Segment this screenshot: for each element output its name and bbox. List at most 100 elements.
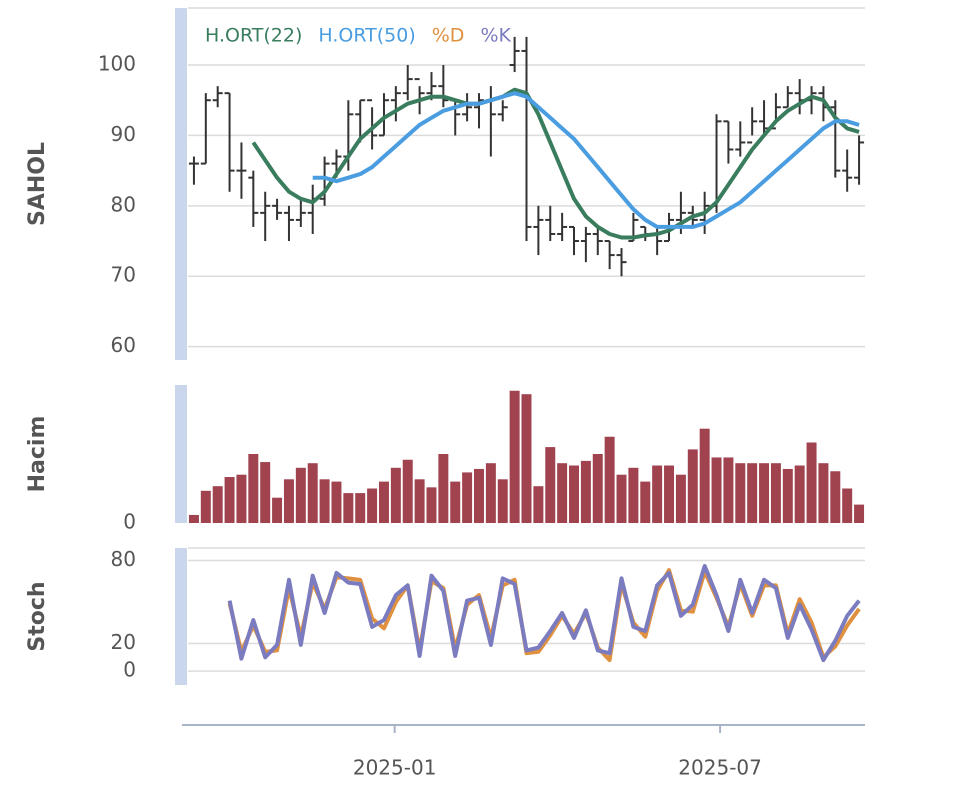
ohlc-bar bbox=[283, 205, 294, 242]
volume-bar bbox=[842, 488, 853, 523]
volume-bar bbox=[533, 486, 544, 523]
line-series bbox=[227, 564, 861, 663]
volume-bar bbox=[331, 481, 342, 523]
ohlc-bar bbox=[842, 149, 853, 192]
volume-bar bbox=[474, 468, 484, 523]
line-series bbox=[251, 87, 860, 240]
volume-bar bbox=[283, 479, 294, 523]
ohlc-bar bbox=[485, 86, 496, 157]
y-tick-label: 80 bbox=[111, 192, 136, 216]
volume-bar bbox=[319, 479, 330, 523]
ohlc-bar bbox=[747, 107, 758, 144]
ohlc-bar bbox=[355, 99, 366, 143]
volume-bar bbox=[569, 465, 579, 523]
volume-bar bbox=[747, 463, 758, 523]
volume-bar bbox=[438, 454, 449, 523]
volume-bar bbox=[818, 463, 829, 523]
y-tick-label: 80 bbox=[111, 547, 136, 571]
ohlc-bar bbox=[260, 191, 271, 242]
ohlc-bar bbox=[212, 86, 223, 108]
ohlc-bar bbox=[272, 198, 283, 220]
ohlc-bar bbox=[319, 156, 330, 206]
volume-bar bbox=[723, 457, 734, 523]
volume-bar bbox=[782, 468, 793, 523]
legend-entry: %D bbox=[432, 25, 465, 47]
ohlc-bar bbox=[295, 198, 306, 227]
ohlc-bar bbox=[224, 92, 235, 192]
ohlc-bar bbox=[414, 78, 425, 115]
legend-entry: H.ORT(22) bbox=[205, 25, 302, 47]
volume-bar bbox=[687, 449, 698, 523]
ohlc-bar bbox=[521, 36, 532, 242]
volume-bar bbox=[462, 472, 473, 523]
y-tick-label: 70 bbox=[111, 263, 136, 287]
volume-bar bbox=[450, 481, 461, 523]
ohlc-bar bbox=[854, 135, 865, 185]
x-tick-label: 2025-07 bbox=[678, 756, 762, 780]
ohlc-bar bbox=[307, 184, 318, 234]
panel-side-bar bbox=[175, 385, 187, 523]
ohlc-bar bbox=[473, 93, 484, 129]
volume-bar bbox=[402, 459, 413, 523]
volume-bar bbox=[343, 493, 354, 523]
volume-bar bbox=[759, 463, 770, 523]
panel-side-bar bbox=[175, 8, 187, 360]
ohlc-bar bbox=[462, 93, 473, 122]
ohlc-bar bbox=[723, 120, 734, 164]
volume-bar bbox=[592, 454, 603, 523]
ohlc-bar bbox=[378, 93, 389, 137]
ohlc-bar bbox=[557, 212, 568, 242]
volume-bar bbox=[497, 479, 508, 523]
legend-entry: H.ORT(50) bbox=[318, 25, 415, 47]
y-axis-label: SAHOL bbox=[25, 142, 50, 226]
volume-bar bbox=[580, 460, 591, 523]
y-tick-label: 60 bbox=[111, 333, 136, 357]
ohlc-bar bbox=[390, 86, 401, 122]
volume-bar bbox=[652, 465, 663, 523]
y-axis-label: Hacim bbox=[25, 416, 50, 493]
volume-bar bbox=[260, 462, 271, 523]
ohlc-bar bbox=[497, 100, 508, 122]
volume-bar bbox=[711, 457, 722, 523]
volume-bar bbox=[307, 463, 318, 523]
volume-bar bbox=[557, 463, 568, 523]
volume-bar bbox=[699, 428, 710, 523]
ohlc-bar bbox=[794, 79, 805, 115]
y-axis-label: Stoch bbox=[25, 581, 50, 651]
volume-bar bbox=[200, 490, 211, 523]
ohlc-bar bbox=[402, 65, 413, 101]
volume-bar bbox=[521, 394, 532, 523]
volume-bar bbox=[794, 465, 805, 523]
ohlc-bar bbox=[545, 205, 556, 242]
ohlc-bar bbox=[188, 156, 199, 185]
y-tick-label: 0 bbox=[123, 658, 136, 682]
ohlc-bar bbox=[580, 226, 591, 263]
volume-bar bbox=[854, 504, 865, 523]
ohlc-bar bbox=[509, 36, 520, 73]
volume-bar bbox=[248, 454, 259, 523]
volume-bar bbox=[355, 493, 366, 523]
volume-bar bbox=[806, 442, 817, 523]
ohlc-bar bbox=[248, 170, 259, 227]
volume-bar bbox=[295, 467, 306, 523]
volume-bar bbox=[545, 447, 556, 523]
y-tick-label: 0 bbox=[123, 510, 136, 534]
volume-bar bbox=[224, 477, 235, 523]
volume-bar bbox=[830, 471, 841, 523]
volume-bar bbox=[616, 474, 627, 523]
ohlc-bar bbox=[782, 86, 793, 109]
ohlc-bar bbox=[438, 65, 449, 108]
y-tick-label: 90 bbox=[111, 122, 136, 146]
volume-bar bbox=[604, 436, 615, 523]
volume-bar bbox=[236, 474, 247, 523]
volume-bar bbox=[414, 479, 425, 523]
volume-bar bbox=[188, 514, 199, 523]
volume-bar bbox=[426, 487, 437, 523]
ohlc-bar bbox=[236, 142, 247, 199]
volume-bar bbox=[640, 481, 651, 523]
volume-bar bbox=[212, 486, 223, 523]
ohlc-bar bbox=[592, 226, 603, 256]
volume-bar bbox=[367, 488, 378, 523]
legend-entry: %K bbox=[480, 25, 511, 47]
volume-bar bbox=[378, 481, 389, 523]
